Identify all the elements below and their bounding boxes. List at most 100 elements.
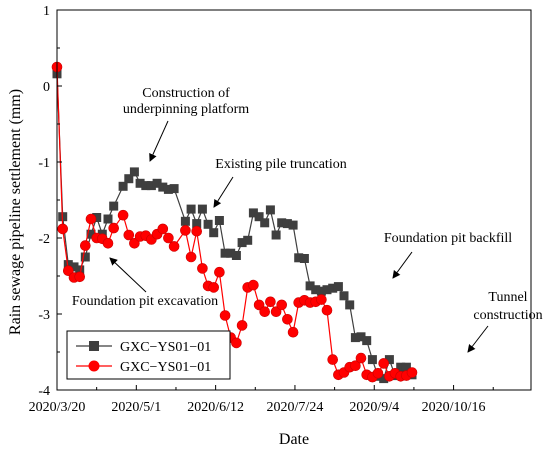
series-2-point bbox=[321, 304, 333, 316]
series-1-point bbox=[271, 230, 281, 240]
series-2-point bbox=[265, 296, 276, 308]
series-1-point bbox=[322, 285, 332, 295]
annotation-excavation-line-1: Foundation pit excavation bbox=[72, 294, 218, 309]
annotation-excavation-arrow bbox=[109, 257, 147, 293]
series-1-point bbox=[92, 213, 102, 222]
series-1-point bbox=[86, 229, 96, 239]
series-1-point bbox=[231, 251, 241, 260]
annotation-excavation: Foundation pit excavation bbox=[72, 257, 218, 309]
series-2-point bbox=[253, 299, 265, 311]
series-2-point bbox=[378, 358, 390, 369]
series-1-point bbox=[237, 238, 247, 248]
y-tick-label: -4 bbox=[38, 384, 50, 399]
annotation-tunnel-line-2: construction bbox=[473, 308, 542, 323]
series-1-point bbox=[282, 219, 292, 229]
series-2-point bbox=[57, 223, 69, 235]
series-1-point bbox=[80, 252, 90, 262]
series-1-point bbox=[294, 253, 304, 263]
series-2-point bbox=[102, 238, 114, 249]
series-2-point bbox=[108, 222, 119, 234]
series-1-point bbox=[362, 336, 372, 346]
series-2-point bbox=[157, 223, 169, 235]
series-1-point bbox=[63, 260, 73, 270]
series-1-point bbox=[209, 228, 219, 238]
annotation-tunnel-arrow bbox=[467, 325, 489, 353]
series-1-point bbox=[186, 204, 196, 214]
series-1-point bbox=[141, 181, 151, 191]
series-1-point bbox=[118, 181, 128, 191]
series-2-point bbox=[372, 367, 384, 379]
series-1-point bbox=[316, 286, 326, 296]
legend-marker-series-1 bbox=[89, 341, 99, 351]
y-tick-label: -3 bbox=[38, 308, 50, 323]
series-1-point bbox=[197, 204, 207, 214]
series-1-point bbox=[192, 219, 202, 229]
annotation-underpinning-arrow bbox=[149, 120, 169, 162]
annotation-backfill: Foundation pit backfill bbox=[384, 231, 512, 279]
y-axis: 1 0 -1 -2 -3 -4 bbox=[38, 4, 62, 399]
series-2-point bbox=[63, 265, 74, 277]
y-axis-label: Rain sewage pipeline settlement (mm) bbox=[7, 89, 24, 335]
series-1-point bbox=[367, 355, 377, 365]
annotation-truncation: Existing pile truncation bbox=[213, 157, 347, 208]
series-2-point bbox=[276, 299, 288, 311]
series-2-point bbox=[282, 313, 293, 325]
series-2-point bbox=[74, 271, 85, 283]
series-1-point bbox=[333, 282, 343, 292]
series-2-point bbox=[219, 310, 231, 321]
series-1-point bbox=[203, 219, 213, 229]
series-1-point bbox=[328, 283, 338, 293]
series-2-point bbox=[168, 241, 180, 252]
series-1-point bbox=[129, 167, 139, 177]
annotation-tunnel: Tunnel construction bbox=[467, 290, 543, 353]
series-1-point bbox=[243, 235, 253, 245]
series-1-point bbox=[135, 178, 145, 188]
series-1-point bbox=[339, 291, 349, 301]
legend-entry-series-1: GXC−YS01−01 bbox=[76, 340, 211, 355]
series-2-point bbox=[191, 225, 202, 237]
series-1-point bbox=[220, 248, 230, 258]
series-2-point bbox=[129, 238, 140, 249]
annotation-underpinning: Construction of underpinning platform bbox=[123, 86, 249, 162]
series-2-point bbox=[214, 266, 225, 278]
series-2-point bbox=[80, 240, 91, 251]
series-2-point bbox=[117, 209, 129, 221]
series-1-point bbox=[163, 184, 173, 194]
series-1-point bbox=[401, 362, 411, 372]
legend-label-series-1: GXC−YS01−01 bbox=[120, 340, 211, 355]
x-tick-label: 2020/6/12 bbox=[187, 400, 244, 415]
series-1 bbox=[52, 69, 417, 384]
series-1-point bbox=[277, 218, 287, 228]
y-tick-label: 0 bbox=[43, 80, 50, 95]
series-1-point bbox=[146, 181, 156, 191]
series-1-point bbox=[356, 332, 366, 342]
series-2-point bbox=[208, 282, 219, 293]
annotation-underpinning-line-2: underpinning platform bbox=[123, 102, 249, 117]
series-1-point bbox=[226, 248, 236, 258]
series-2-point bbox=[248, 279, 259, 291]
series-1-point bbox=[69, 262, 79, 272]
series-2-point bbox=[163, 232, 174, 244]
series-2-point bbox=[355, 352, 367, 364]
series-1-point bbox=[214, 216, 224, 225]
annotation-truncation-line-1: Existing pile truncation bbox=[215, 157, 346, 172]
series-1-point bbox=[379, 374, 389, 384]
series-1-point bbox=[350, 333, 360, 343]
series-2-point bbox=[85, 213, 97, 225]
series-1-point bbox=[345, 300, 355, 310]
series-1-point bbox=[103, 214, 113, 224]
series-2-point bbox=[123, 229, 135, 241]
series-2-point bbox=[231, 337, 242, 349]
series-1-point bbox=[152, 178, 162, 188]
series-2-point bbox=[406, 367, 418, 378]
series-1-point bbox=[305, 281, 315, 291]
x-tick-label: 2020/3/20 bbox=[29, 400, 86, 415]
series-1-point bbox=[248, 208, 258, 218]
series-2-point bbox=[180, 225, 191, 236]
y-tick-label: 1 bbox=[43, 4, 50, 19]
series-1-point bbox=[299, 254, 309, 263]
series-1-point bbox=[396, 362, 406, 372]
legend-entry-series-2: GXC−YS01−01 bbox=[76, 360, 211, 375]
annotation-tunnel-line-1: Tunnel bbox=[488, 290, 527, 305]
